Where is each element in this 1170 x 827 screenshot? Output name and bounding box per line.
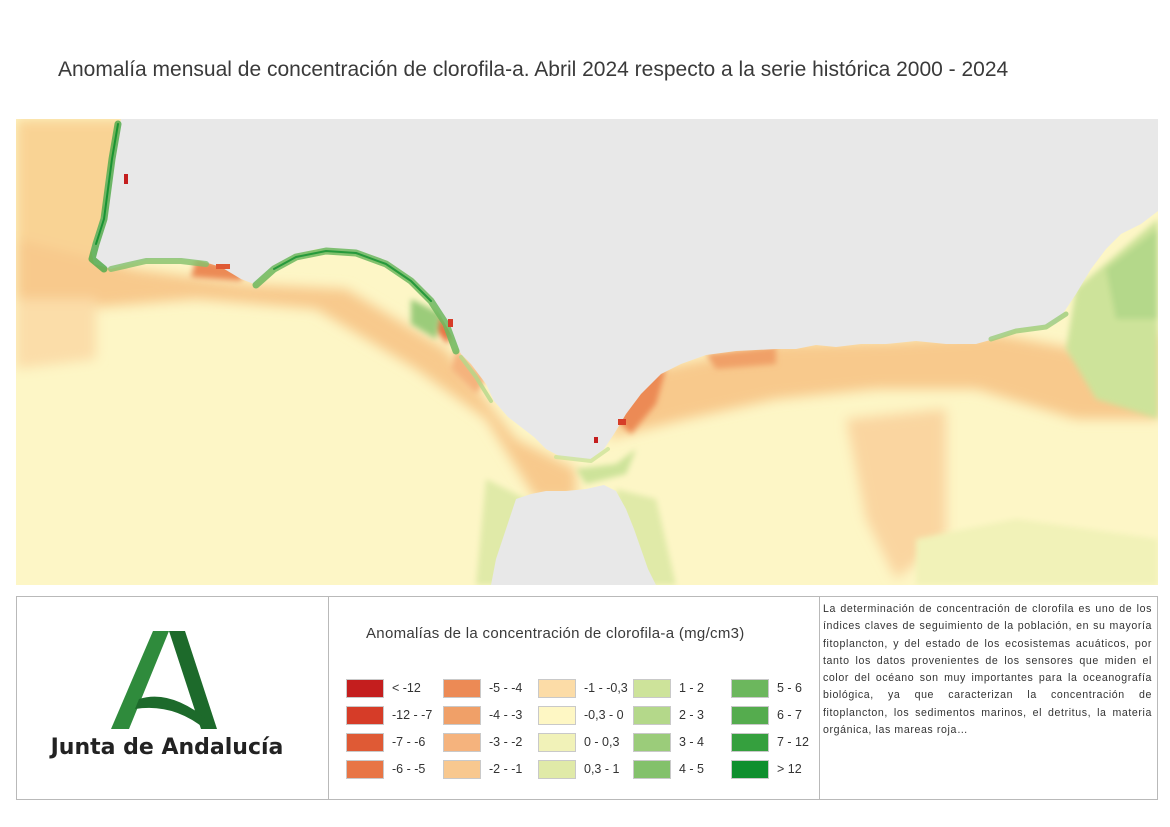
coastal-green-fringe: [88, 120, 1069, 463]
junta-andalucia-logo: [111, 631, 217, 729]
legend: Anomalías de la concentración de clorofi…: [328, 597, 820, 799]
info-panel: Junta de Andalucía Anomalías de la conce…: [16, 596, 1158, 800]
legend-label: > 12: [777, 762, 802, 776]
map-title: Anomalía mensual de concentración de clo…: [58, 58, 1009, 81]
legend-label: -4 - -3: [489, 708, 523, 722]
chlorophyll-anomaly-map[interactable]: [16, 119, 1158, 585]
legend-swatch: [443, 706, 481, 725]
land-areas: [91, 119, 1158, 585]
legend-label: 6 - 7: [777, 708, 803, 722]
legend-swatch: [538, 706, 576, 725]
legend-swatch: [538, 679, 576, 698]
legend-label: 1 - 2: [679, 681, 705, 695]
organization-name: Junta de Andalucía: [50, 735, 284, 760]
land-north-africa: [491, 485, 656, 585]
legend-label: < -12: [392, 681, 421, 695]
coastal-red-spots: [124, 174, 626, 443]
legend-swatch: [731, 760, 769, 779]
description-section: La determinación de concentración de clo…: [821, 601, 1154, 797]
legend-swatch: [731, 679, 769, 698]
logo-section: Junta de Andalucía: [17, 597, 329, 799]
legend-label: 5 - 6: [777, 681, 803, 695]
legend-swatch: [731, 733, 769, 752]
legend-swatch: [538, 760, 576, 779]
map-canvas: [16, 119, 1158, 585]
legend-swatch: [346, 706, 384, 725]
legend-label: 3 - 4: [679, 735, 705, 749]
legend-swatch: [443, 733, 481, 752]
legend-label: 2 - 3: [679, 708, 705, 722]
legend-swatch: [346, 733, 384, 752]
legend-label: -7 - -6: [392, 735, 426, 749]
legend-label: 0,3 - 1: [584, 762, 620, 776]
legend-swatch: [443, 760, 481, 779]
legend-label: -6 - -5: [392, 762, 426, 776]
legend-swatch: [633, 760, 671, 779]
legend-swatch: [346, 679, 384, 698]
legend-swatch: [731, 706, 769, 725]
legend-label: -3 - -2: [489, 735, 523, 749]
legend-label: -0,3 - 0: [584, 708, 624, 722]
legend-title: Anomalías de la concentración de clorofi…: [366, 625, 745, 642]
legend-label: 0 - 0,3: [584, 735, 620, 749]
legend-swatch: [633, 706, 671, 725]
legend-swatch: [443, 679, 481, 698]
legend-label: -12 - -7: [392, 708, 433, 722]
legend-swatch: [346, 760, 384, 779]
legend-label: -2 - -1: [489, 762, 523, 776]
land-iberia: [91, 119, 1158, 461]
legend-label: -5 - -4: [489, 681, 523, 695]
legend-label: -1 - -0,3: [584, 681, 628, 695]
legend-label: 7 - 12: [777, 735, 809, 749]
legend-label: 4 - 5: [679, 762, 705, 776]
legend-swatch: [633, 679, 671, 698]
legend-swatch: [538, 733, 576, 752]
legend-swatch: [633, 733, 671, 752]
description-text: La determinación de concentración de clo…: [823, 603, 1152, 737]
